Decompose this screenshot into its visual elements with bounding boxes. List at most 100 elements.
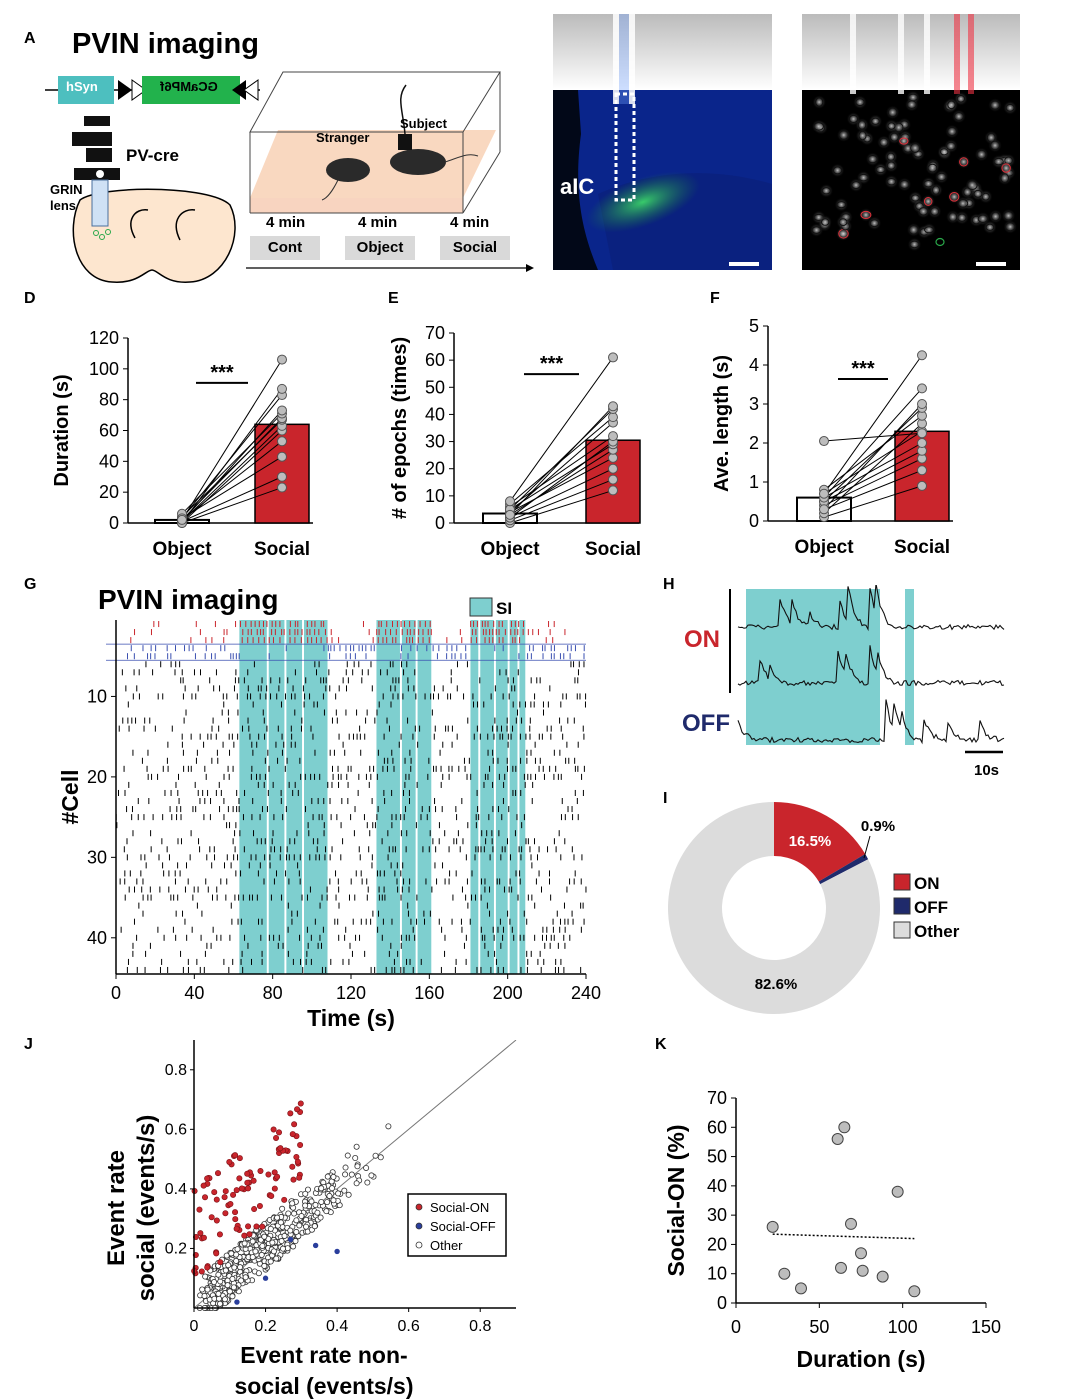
point-other [312,1201,319,1208]
y-tick-label: 20 [707,1234,727,1254]
x-tick-label: 80 [263,983,283,1003]
trace-panel [729,585,1005,754]
point-social [277,482,287,493]
stranger-label: Stranger [316,130,370,145]
point-social-on [290,1176,297,1183]
cell-glow [812,95,827,110]
point-social [917,438,927,448]
point-other [215,1271,222,1278]
cell-roi [976,149,987,160]
point-other [249,1254,256,1261]
subject-label: Subject [400,116,447,131]
y-tick-label: 40 [425,404,445,424]
cell-roi [1003,210,1014,221]
point-social-on [244,1170,251,1177]
pair-line [823,423,923,514]
cell-roi [858,173,870,182]
on-label: ON [684,626,720,653]
point-social [917,383,927,394]
point-other [308,1198,315,1205]
y-tick-label: 40 [87,928,107,948]
point-social-on [297,1100,304,1107]
point-social-on [294,1158,301,1165]
cell-glow [849,178,864,193]
y-tick-label: 20 [99,482,119,502]
cell-roi [838,218,848,226]
si-epoch [376,620,400,974]
pair-line [181,425,283,522]
point-social-on [287,1110,294,1117]
cell-glow [855,128,870,143]
donut-chart: 16.5% 0.9% 82.6% ON OFF Other [668,802,960,1014]
trend-line [772,1233,915,1240]
cell-roi [838,130,849,140]
cell-roi [930,207,940,216]
point-social [608,463,618,474]
y-tick-label: 2 [749,433,759,453]
stranger-mouse [326,158,370,182]
data-point [876,1270,889,1283]
cell-glow [896,134,911,149]
pair-line [181,430,283,524]
hsyn-label: hSyn [66,79,98,94]
data-point [855,1247,867,1260]
point-other [224,1282,231,1289]
hsyn-box [58,76,114,104]
lens-mark [96,170,104,178]
point-other [241,1240,248,1247]
si-epoch [746,589,880,745]
arena-floor [250,130,496,198]
x-tick-label: 0.2 [254,1318,276,1335]
point-social-on [217,1259,224,1266]
histology-image [553,14,772,270]
point-other [217,1278,224,1285]
point-other [237,1264,244,1271]
data-point [838,1121,851,1134]
point-other [298,1213,305,1220]
baseplate-1 [84,116,110,126]
y-axis-label: Ave. length (s) [711,355,733,492]
point-social-on [232,1152,239,1159]
subject-tail [444,154,479,163]
point-social [917,428,927,439]
point-social [608,485,618,496]
point-other [222,1267,229,1274]
point-social [917,350,927,361]
mouse-schematic: GRIN lens [45,76,260,283]
point-other [353,1143,360,1150]
y-tick-label: 0.4 [165,1181,187,1198]
point-other [353,1180,360,1187]
point-other [228,1250,235,1257]
cell-glow [865,152,880,167]
point-social [917,465,927,476]
cell-3 [105,229,111,235]
panel-letter-g: G [24,576,37,593]
point-object [177,514,187,525]
cell-glow [873,162,888,177]
point-other [267,1258,274,1265]
x-axis-label-line2: social (events/s) [235,1373,414,1399]
y-tick-label: 10 [707,1264,727,1284]
y-tick-label: 10 [87,686,107,706]
pair-line [509,449,614,516]
point-social-on [257,1167,264,1174]
y-tick-label: 5 [749,318,759,336]
cell-glow [927,204,942,219]
head-mount [398,134,412,150]
point-other [230,1284,237,1291]
y-tick-label: 30 [87,847,107,867]
cell-glow [934,169,949,184]
point-social-on [200,1182,207,1189]
cell-roi [985,223,995,231]
point-social-on [202,1194,209,1201]
si-epoch [286,620,303,974]
cell-1 [93,230,99,236]
point-social-on [281,1196,288,1203]
x-category-label: Social [894,537,950,558]
point-other [261,1262,268,1269]
si-epoch [268,620,285,974]
pair-line [823,469,923,510]
baseplate-2 [72,132,112,146]
point-social-on [296,1174,303,1181]
y-tick-label: 0 [749,511,759,531]
